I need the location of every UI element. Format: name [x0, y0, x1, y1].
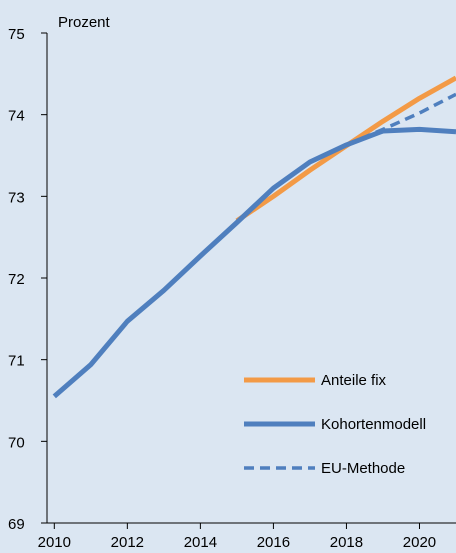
legend-label-eu-methode: EU-Methode — [321, 460, 405, 477]
series-line-anteile-fix — [235, 75, 456, 223]
y-axis-label: Prozent — [58, 14, 111, 31]
x-tick-label: 2014 — [184, 534, 217, 551]
x-tick-label: 2018 — [330, 534, 363, 551]
y-tick-label: 70 — [8, 434, 25, 451]
x-tick-label: 2016 — [257, 534, 290, 551]
axes: Prozent — [46, 14, 456, 524]
y-tick-label: 69 — [8, 516, 25, 533]
series — [52, 75, 456, 399]
y-tick-label: 72 — [8, 271, 25, 288]
ticks: 69 70 71 72 73 74 75 2010 2012 2014 2016 2018 2020 — [8, 26, 436, 551]
y-tick-label: 71 — [8, 353, 25, 370]
series-line-kohortenmodell — [52, 126, 456, 399]
x-tick-label: 2020 — [403, 534, 436, 551]
x-tick-label: 2010 — [38, 534, 71, 551]
legend-label-kohortenmodell: Kohortenmodell — [321, 416, 426, 433]
x-tick-label: 2012 — [111, 534, 144, 551]
y-tick-label: 75 — [8, 26, 25, 43]
legend: Anteile fix Kohortenmodell EU-Methode — [244, 372, 426, 477]
series-line-eu-methode — [345, 92, 456, 147]
y-tick-label: 74 — [8, 108, 25, 125]
y-tick-label: 73 — [8, 189, 25, 206]
legend-label-anteile-fix: Anteile fix — [321, 372, 387, 389]
